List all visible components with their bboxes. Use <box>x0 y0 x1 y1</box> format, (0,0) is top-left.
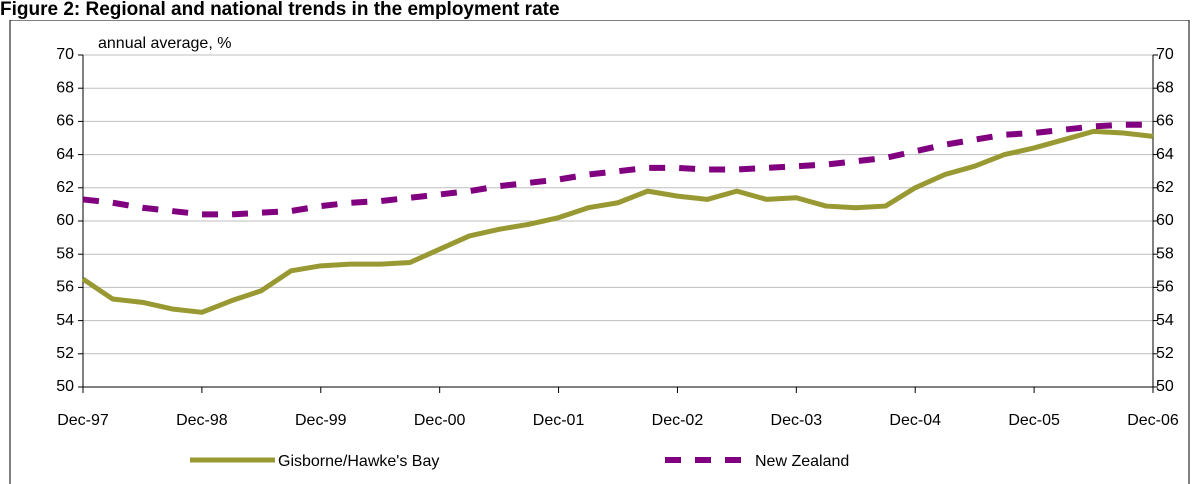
y-tick-label: 50 <box>56 378 74 395</box>
y-tick-label: 62 <box>56 179 74 196</box>
x-tick-label: Dec-05 <box>1008 412 1060 429</box>
legend-label: New Zealand <box>755 453 849 470</box>
y2-tick-label: 70 <box>1156 46 1174 63</box>
y-tick-label: 52 <box>56 345 74 362</box>
y-tick-label: 68 <box>56 79 74 96</box>
x-tick-label: Dec-03 <box>771 412 823 429</box>
y2-tick-label: 58 <box>1156 245 1174 262</box>
y2-tick-label: 56 <box>1156 279 1174 296</box>
x-tick-label: Dec-06 <box>1127 412 1179 429</box>
x-tick-label: Dec-04 <box>889 412 941 429</box>
x-tick-label: Dec-02 <box>652 412 704 429</box>
y-axis-label: annual average, % <box>98 35 231 52</box>
x-tick-label: Dec-97 <box>57 412 109 429</box>
title-band <box>0 0 1192 20</box>
y-tick-label: 70 <box>56 46 74 63</box>
x-tick-label: Dec-00 <box>414 412 466 429</box>
y2-tick-label: 64 <box>1156 146 1174 163</box>
legend-label: Gisborne/Hawke's Bay <box>278 453 439 470</box>
y-tick-label: 64 <box>56 146 74 163</box>
y-tick-label: 66 <box>56 113 74 130</box>
y2-tick-label: 68 <box>1156 79 1174 96</box>
chart-frame <box>9 19 1190 484</box>
series-line <box>81 128 1154 315</box>
x-tick-label: Dec-98 <box>176 412 228 429</box>
y2-tick-label: 52 <box>1156 345 1174 362</box>
chart-title: Figure 2: Regional and national trends i… <box>0 0 560 20</box>
y-tick-label: 54 <box>56 312 74 329</box>
y2-tick-label: 66 <box>1156 113 1174 130</box>
x-tick-label: Dec-01 <box>533 412 585 429</box>
y-tick-label: 56 <box>56 279 74 296</box>
y2-tick-label: 60 <box>1156 212 1174 229</box>
y-tick-label: 60 <box>56 212 74 229</box>
y2-tick-label: 62 <box>1156 179 1174 196</box>
y2-tick-label: 50 <box>1156 378 1174 395</box>
y2-tick-label: 54 <box>1156 312 1174 329</box>
y-tick-label: 58 <box>56 245 74 262</box>
x-tick-label: Dec-99 <box>295 412 347 429</box>
